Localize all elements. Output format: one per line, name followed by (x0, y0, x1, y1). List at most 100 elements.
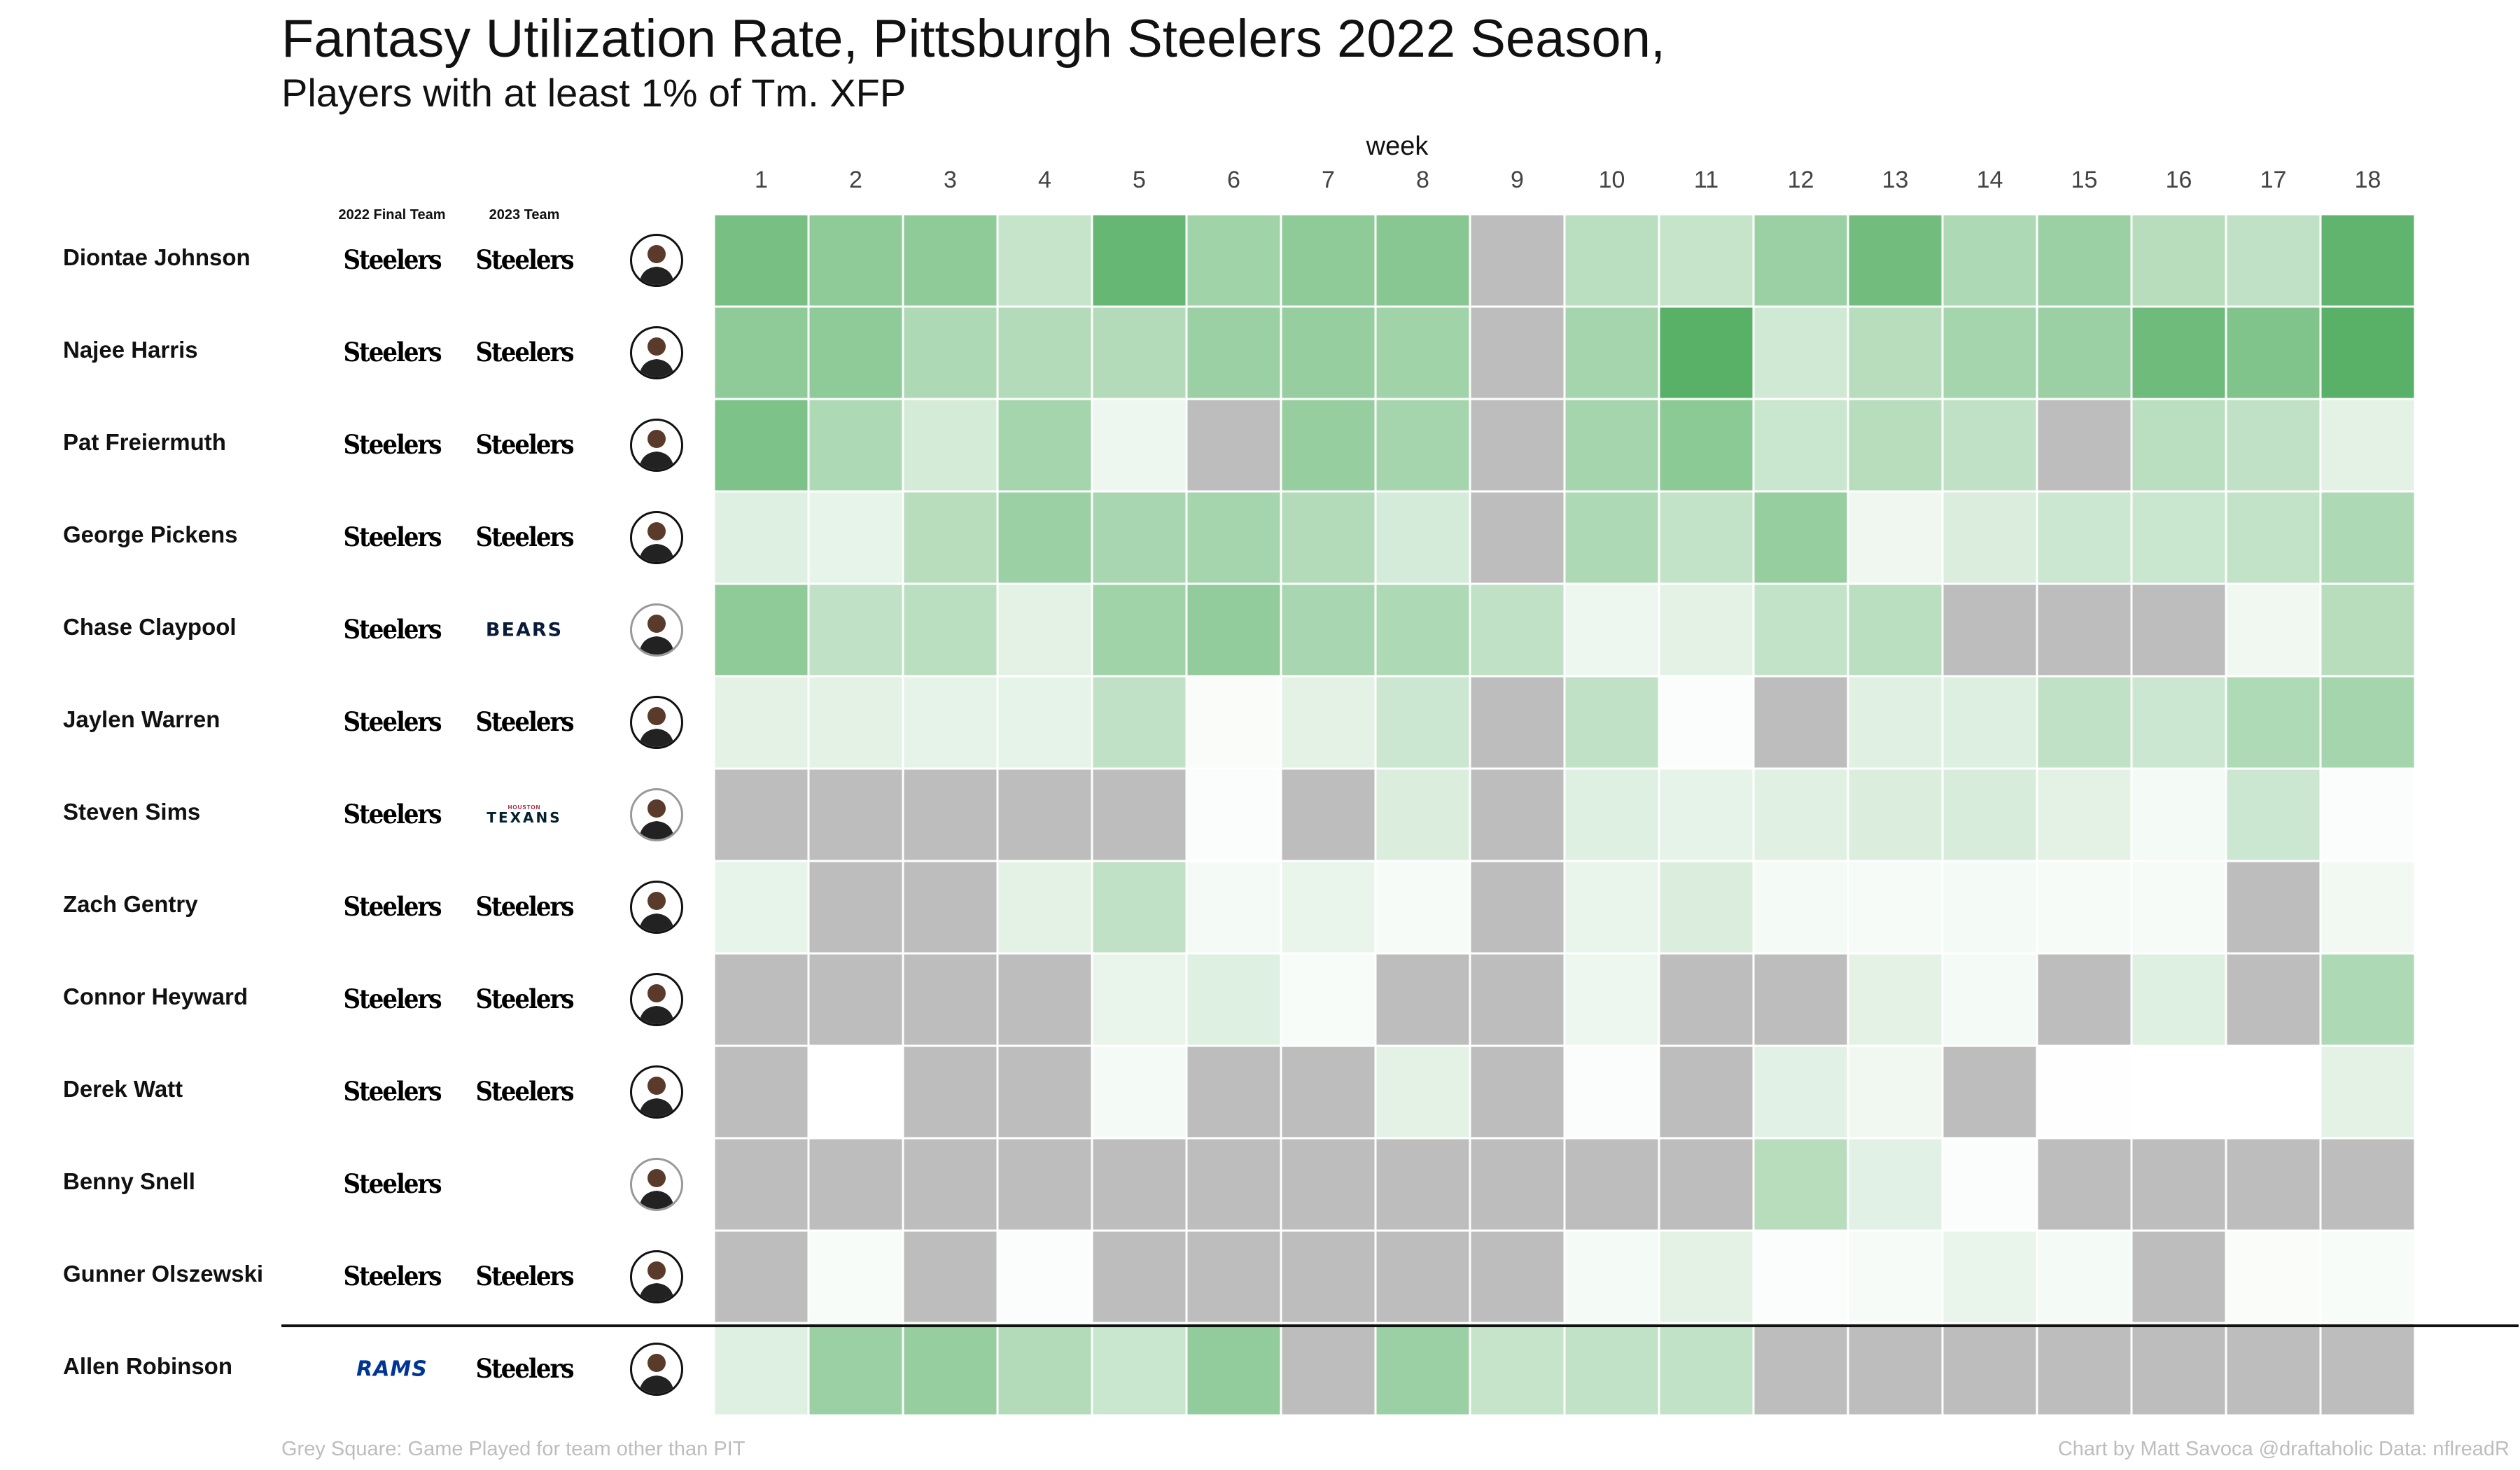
cell-steven-sims-week-13 (1847, 767, 1944, 862)
cell-chase-claypool-week-14 (1941, 582, 2038, 678)
player-headshot-gunner-olszewski (630, 1250, 683, 1303)
week-tick-4: 4 (1038, 167, 1051, 193)
cell-diontae-johnson-week-18 (2319, 213, 2416, 308)
cell-chase-claypool-week-3 (902, 582, 999, 678)
cell-zach-gentry-week-17 (2225, 860, 2322, 955)
cell-allen-robinson-week-10 (1563, 1322, 1660, 1417)
team-logo-2023-gunner-olszewski: Steelers (475, 1261, 574, 1292)
cell-george-pickens-week-13 (1847, 490, 1944, 585)
player-headshot-derek-watt (630, 1065, 683, 1119)
cell-najee-harris-week-9 (1469, 305, 1566, 400)
cell-najee-harris-week-16 (2130, 305, 2227, 400)
cell-steven-sims-week-10 (1563, 767, 1660, 862)
cell-zach-gentry-week-8 (1374, 860, 1471, 955)
cell-benny-snell-week-7 (1280, 1137, 1377, 1232)
cell-allen-robinson-week-3 (902, 1322, 999, 1417)
cell-jaylen-warren-week-6 (1185, 675, 1282, 770)
cell-gunner-olszewski-week-18 (2319, 1229, 2416, 1324)
cell-connor-heyward-week-13 (1847, 952, 1944, 1047)
week-tick-5: 5 (1133, 167, 1146, 193)
cell-zach-gentry-week-7 (1280, 860, 1377, 955)
cell-allen-robinson-week-15 (2036, 1322, 2133, 1417)
cell-najee-harris-week-2 (807, 305, 904, 400)
cell-george-pickens-week-14 (1941, 490, 2038, 585)
player-headshot-steven-sims (630, 788, 683, 841)
week-tick-10: 10 (1598, 167, 1625, 193)
cell-jaylen-warren-week-7 (1280, 675, 1377, 770)
cell-chase-claypool-week-2 (807, 582, 904, 678)
cell-connor-heyward-week-14 (1941, 952, 2038, 1047)
cell-najee-harris-week-6 (1185, 305, 1282, 400)
cell-gunner-olszewski-week-11 (1658, 1229, 1755, 1324)
cell-gunner-olszewski-week-3 (902, 1229, 999, 1324)
cell-allen-robinson-week-2 (807, 1322, 904, 1417)
team-logo-2022-gunner-olszewski: Steelers (343, 1261, 442, 1292)
cell-connor-heyward-week-9 (1469, 952, 1566, 1047)
cell-diontae-johnson-week-8 (1374, 213, 1471, 308)
cell-zach-gentry-week-14 (1941, 860, 2038, 955)
cell-diontae-johnson-week-4 (996, 213, 1093, 308)
team-logo-2022-benny-snell: Steelers (343, 1169, 442, 1200)
chart-title: Fantasy Utilization Rate, Pittsburgh Ste… (281, 9, 1666, 69)
player-name-derek-watt: Derek Watt (63, 1076, 183, 1102)
cell-pat-freiermuth-week-12 (1752, 398, 1849, 493)
team-logo-2022-najee-harris: Steelers (343, 337, 442, 368)
col-header-2023-team: 2023 Team (489, 207, 560, 223)
cell-derek-watt-week-2 (807, 1044, 904, 1140)
week-tick-17: 17 (2260, 167, 2287, 193)
cell-gunner-olszewski-week-14 (1941, 1229, 2038, 1324)
cell-connor-heyward-week-5 (1091, 952, 1188, 1047)
cell-allen-robinson-week-12 (1752, 1322, 1849, 1417)
week-tick-2: 2 (849, 167, 862, 193)
cell-najee-harris-week-15 (2036, 305, 2133, 400)
team-logo-2023-connor-heyward: Steelers (475, 984, 574, 1015)
cell-gunner-olszewski-week-8 (1374, 1229, 1471, 1324)
cell-allen-robinson-week-13 (1847, 1322, 1944, 1417)
cell-pat-freiermuth-week-3 (902, 398, 999, 493)
cell-gunner-olszewski-week-17 (2225, 1229, 2322, 1324)
cell-zach-gentry-week-16 (2130, 860, 2227, 955)
cell-steven-sims-week-15 (2036, 767, 2133, 862)
cell-diontae-johnson-week-1 (713, 213, 810, 308)
cell-allen-robinson-week-8 (1374, 1322, 1471, 1417)
team-logo-2022-derek-watt: Steelers (343, 1077, 442, 1107)
cell-george-pickens-week-3 (902, 490, 999, 585)
cell-chase-claypool-week-18 (2319, 582, 2416, 678)
cell-zach-gentry-week-12 (1752, 860, 1849, 955)
player-headshot-zach-gentry (630, 881, 683, 934)
cell-pat-freiermuth-week-11 (1658, 398, 1755, 493)
cell-chase-claypool-week-5 (1091, 582, 1188, 678)
cell-pat-freiermuth-week-16 (2130, 398, 2227, 493)
cell-jaylen-warren-week-10 (1563, 675, 1660, 770)
cell-jaylen-warren-week-2 (807, 675, 904, 770)
cell-connor-heyward-week-15 (2036, 952, 2133, 1047)
cell-connor-heyward-week-17 (2225, 952, 2322, 1047)
cell-steven-sims-week-16 (2130, 767, 2227, 862)
cell-pat-freiermuth-week-17 (2225, 398, 2322, 493)
cell-benny-snell-week-3 (902, 1137, 999, 1232)
cell-steven-sims-week-7 (1280, 767, 1377, 862)
cell-jaylen-warren-week-18 (2319, 675, 2416, 770)
divider-line (281, 1324, 2519, 1327)
cell-jaylen-warren-week-8 (1374, 675, 1471, 770)
cell-steven-sims-week-18 (2319, 767, 2416, 862)
cell-derek-watt-week-1 (713, 1044, 810, 1140)
player-headshot-pat-freiermuth (630, 419, 683, 472)
cell-connor-heyward-week-12 (1752, 952, 1849, 1047)
cell-chase-claypool-week-9 (1469, 582, 1566, 678)
cell-chase-claypool-week-12 (1752, 582, 1849, 678)
cell-diontae-johnson-week-3 (902, 213, 999, 308)
cell-benny-snell-week-4 (996, 1137, 1093, 1232)
cell-derek-watt-week-5 (1091, 1044, 1188, 1140)
cell-steven-sims-week-11 (1658, 767, 1755, 862)
cell-benny-snell-week-11 (1658, 1137, 1755, 1232)
cell-diontae-johnson-week-15 (2036, 213, 2133, 308)
cell-chase-claypool-week-11 (1658, 582, 1755, 678)
cell-benny-snell-week-2 (807, 1137, 904, 1232)
team-logo-2022-allen-robinson: RAMS (356, 1357, 428, 1382)
cell-george-pickens-week-2 (807, 490, 904, 585)
cell-pat-freiermuth-week-1 (713, 398, 810, 493)
week-tick-18: 18 (2354, 167, 2381, 193)
cell-benny-snell-week-14 (1941, 1137, 2038, 1232)
credits: Chart by Matt Savoca @draftaholic Data: … (2057, 1438, 2510, 1460)
